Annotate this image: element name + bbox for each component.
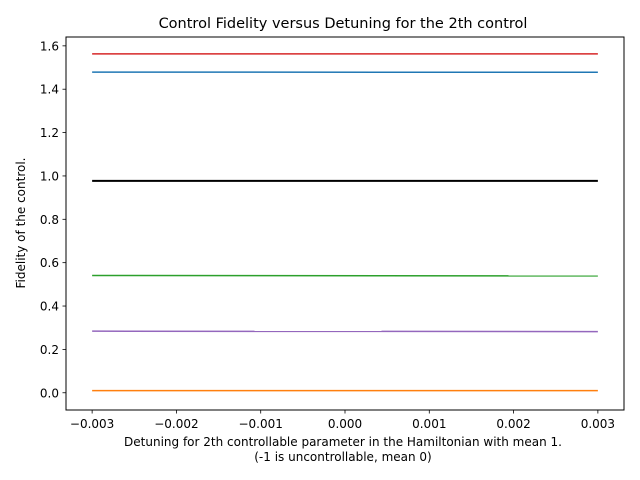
y-tick-label: 0.2: [40, 343, 59, 357]
y-tick-label: 0.6: [40, 256, 59, 270]
y-tick-label: 1.6: [40, 39, 59, 53]
x-axis-label-line2: (-1 is uncontrollable, mean 0): [254, 450, 431, 464]
y-tick-label: 1.4: [40, 83, 59, 97]
x-tick-label: 0.001: [412, 417, 446, 431]
x-tick-label: −0.001: [238, 417, 282, 431]
y-axis-label: Fidelity of the control.: [14, 158, 28, 289]
y-tick-label: 0.0: [40, 386, 59, 400]
x-tick-label: −0.003: [70, 417, 114, 431]
y-axis: 0.0 0.2 0.4 0.6 0.8 1.0 1.2 1.4 1.6: [40, 39, 66, 400]
x-tick-label: 0.003: [581, 417, 615, 431]
x-axis: −0.003 −0.002 −0.001 0.000 0.001 0.002 0.003: [70, 410, 615, 431]
y-tick-label: 0.8: [40, 213, 59, 227]
y-tick-label: 1.2: [40, 126, 59, 140]
x-tick-label: −0.002: [154, 417, 198, 431]
x-tick-label: 0.000: [328, 417, 362, 431]
chart-title: Control Fidelity versus Detuning for the…: [159, 16, 528, 32]
y-tick-label: 0.4: [40, 300, 59, 314]
plot-frame: [65, 36, 625, 411]
y-tick-label: 1.0: [40, 169, 59, 183]
series-layer: [92, 53, 598, 392]
x-tick-label: 0.002: [496, 417, 530, 431]
x-axis-label-line1: Detuning for 2th controllable parameter …: [124, 435, 562, 449]
